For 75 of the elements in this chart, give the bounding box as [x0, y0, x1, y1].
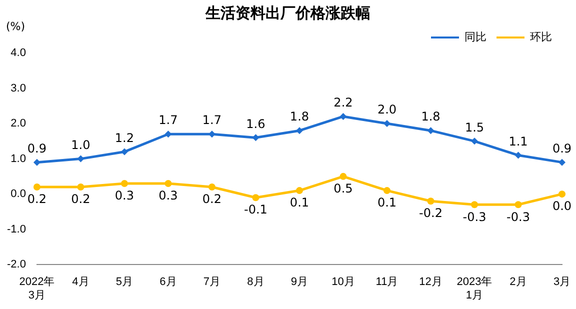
data-label: 0.0	[552, 199, 572, 214]
data-label: 1.8	[290, 110, 310, 124]
point	[383, 187, 390, 194]
y-tick-label: 0.0	[10, 188, 26, 200]
x-tick-label: 11月	[376, 276, 398, 288]
point	[427, 198, 434, 205]
point	[33, 184, 40, 191]
data-label: -0.3	[462, 210, 486, 224]
point	[296, 187, 303, 194]
data-label: 0.5	[334, 182, 353, 196]
point	[340, 172, 347, 180]
data-label: 0.2	[71, 192, 90, 206]
y-tick-label: 1.0	[10, 152, 26, 165]
point	[208, 184, 216, 191]
point	[164, 180, 172, 187]
data-label: 1.5	[464, 120, 484, 134]
point	[514, 201, 522, 208]
data-label: 0.9	[27, 141, 46, 156]
data-label: -0.2	[419, 206, 442, 220]
y-tick-label: 4.0	[10, 47, 26, 60]
point	[383, 120, 390, 128]
x-tick-label: 7月	[203, 276, 221, 288]
x-tick-label: 12月	[419, 276, 442, 288]
point	[33, 158, 40, 166]
point	[427, 127, 434, 134]
x-tick-label: 4月	[72, 276, 90, 288]
data-label: 2.2	[334, 96, 353, 110]
x-tick-label: 3月	[553, 276, 571, 288]
x-tick-label: 2月	[510, 276, 527, 288]
point	[296, 127, 303, 134]
data-label: 0.1	[377, 196, 397, 210]
y-tick-label: 3.0	[10, 82, 26, 94]
point	[470, 138, 478, 145]
point	[558, 158, 566, 166]
legend-label: 环比	[530, 30, 552, 44]
data-label: 0.2	[202, 192, 222, 206]
data-label: 0.1	[290, 196, 310, 210]
point	[77, 184, 84, 191]
point	[470, 201, 478, 208]
data-label: 1.0	[71, 138, 90, 152]
data-label: 0.9	[552, 141, 572, 156]
x-tick-label: 10月	[332, 276, 355, 288]
data-label: 1.7	[158, 113, 178, 128]
data-label: 2.0	[377, 102, 397, 117]
point	[164, 130, 172, 138]
data-label: 0.2	[27, 192, 46, 206]
data-label: 1.7	[202, 113, 222, 128]
point	[340, 112, 347, 120]
legend-label: 同比	[464, 30, 486, 44]
data-label: 0.3	[114, 188, 134, 203]
data-label: 1.2	[114, 130, 134, 145]
data-label: -0.3	[506, 210, 530, 224]
y-axis-title: (%)	[6, 20, 26, 33]
point	[252, 134, 260, 142]
x-tick-label: 5月	[116, 276, 134, 288]
data-label: 0.3	[158, 188, 178, 203]
x-tick-label: 8月	[247, 276, 264, 288]
point	[252, 194, 260, 202]
x-tick-label: 6月	[160, 276, 177, 288]
chart-title: 生活资料出厂价格涨跌幅	[206, 4, 370, 22]
y-tick-label: -1.0	[6, 223, 26, 236]
y-tick-label: 2.0	[10, 118, 26, 130]
data-label: 1.8	[421, 110, 440, 124]
point	[514, 152, 522, 159]
data-label: 1.1	[508, 134, 528, 148]
point	[558, 190, 566, 198]
x-tick-label: 2023年 1月	[456, 276, 492, 302]
point	[120, 180, 128, 187]
y-tick-label: -2.0	[6, 258, 26, 271]
x-tick-label: 2022年 3月	[19, 276, 55, 302]
x-tick-label: 9月	[290, 276, 308, 288]
data-label: 1.6	[246, 116, 266, 131]
data-label: -0.1	[244, 202, 268, 217]
point	[77, 155, 84, 162]
point	[120, 148, 128, 156]
